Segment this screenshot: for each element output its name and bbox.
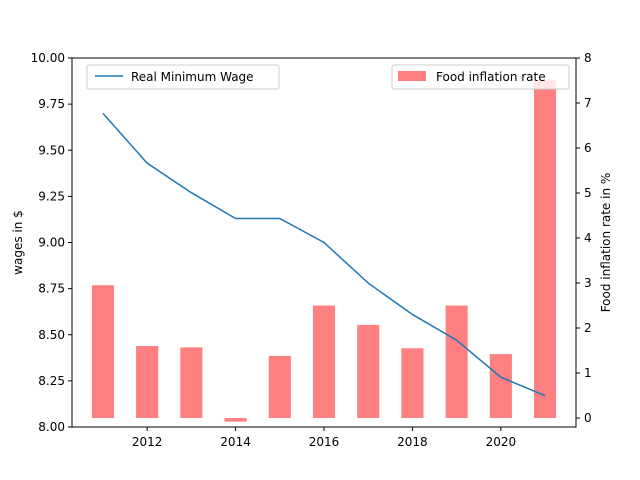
x-axis: 2012 2014 2016 2018 2020 (132, 427, 516, 449)
left-tick-label: 8.25 (38, 374, 65, 388)
left-y-axis: 8.00 8.25 8.50 8.75 9.00 9.25 9.50 9.75 10.00 (31, 51, 72, 434)
bar-2015 (268, 355, 291, 418)
x-tick-label: 2012 (132, 435, 163, 449)
left-tick-label: 9.00 (38, 236, 65, 250)
bar-2019 (445, 305, 468, 418)
bar-2017 (357, 324, 380, 418)
left-tick-label: 9.75 (38, 97, 65, 111)
right-y-axis: 0 1 2 3 4 5 6 7 8 (576, 51, 592, 425)
left-axis-label: wages in $ (11, 210, 25, 275)
legend-box-right (391, 64, 570, 90)
left-tick-label: 8.75 (38, 282, 65, 296)
legend-bar-label: Food inflation rate (436, 70, 546, 84)
left-tick-label: 8.00 (38, 420, 65, 434)
left-tick-label: 10.00 (31, 51, 65, 65)
right-tick-label: 0 (584, 411, 592, 425)
right-tick-label: 3 (584, 276, 592, 290)
x-tick-label: 2018 (397, 435, 428, 449)
right-tick-label: 6 (584, 141, 592, 155)
right-tick-label: 8 (584, 51, 592, 65)
bar-2016 (312, 305, 336, 418)
bar-2011 (91, 285, 114, 418)
right-tick-label: 2 (584, 321, 592, 335)
line-series-real-minimum-wage (102, 112, 546, 397)
legend-line-label: Real Minimum Wage (131, 70, 254, 84)
bar-series-food-inflation (91, 80, 557, 422)
bar-2013 (180, 347, 203, 418)
x-tick-label: 2014 (220, 435, 251, 449)
left-tick-label: 9.25 (38, 189, 65, 203)
legend-box-left (86, 64, 280, 90)
x-tick-label: 2020 (486, 435, 517, 449)
right-tick-label: 7 (584, 96, 592, 110)
bar-2020 (489, 354, 512, 418)
bar-2012 (136, 346, 159, 418)
left-tick-label: 9.50 (38, 143, 65, 157)
legend-food-inflation-rate: Food inflation rate (391, 64, 570, 90)
right-tick-label: 4 (584, 231, 592, 245)
bar-2018 (401, 348, 424, 418)
right-tick-label: 5 (584, 186, 592, 200)
bar-2014 (224, 418, 247, 422)
right-axis-label: Food inflation rate in % (599, 173, 613, 313)
legend-bar-swatch (398, 71, 426, 81)
left-tick-label: 8.50 (38, 328, 65, 342)
bar-2021 (534, 80, 557, 418)
legend-real-minimum-wage: Real Minimum Wage (86, 64, 280, 90)
right-tick-label: 1 (584, 366, 592, 380)
x-tick-label: 2016 (309, 435, 340, 449)
